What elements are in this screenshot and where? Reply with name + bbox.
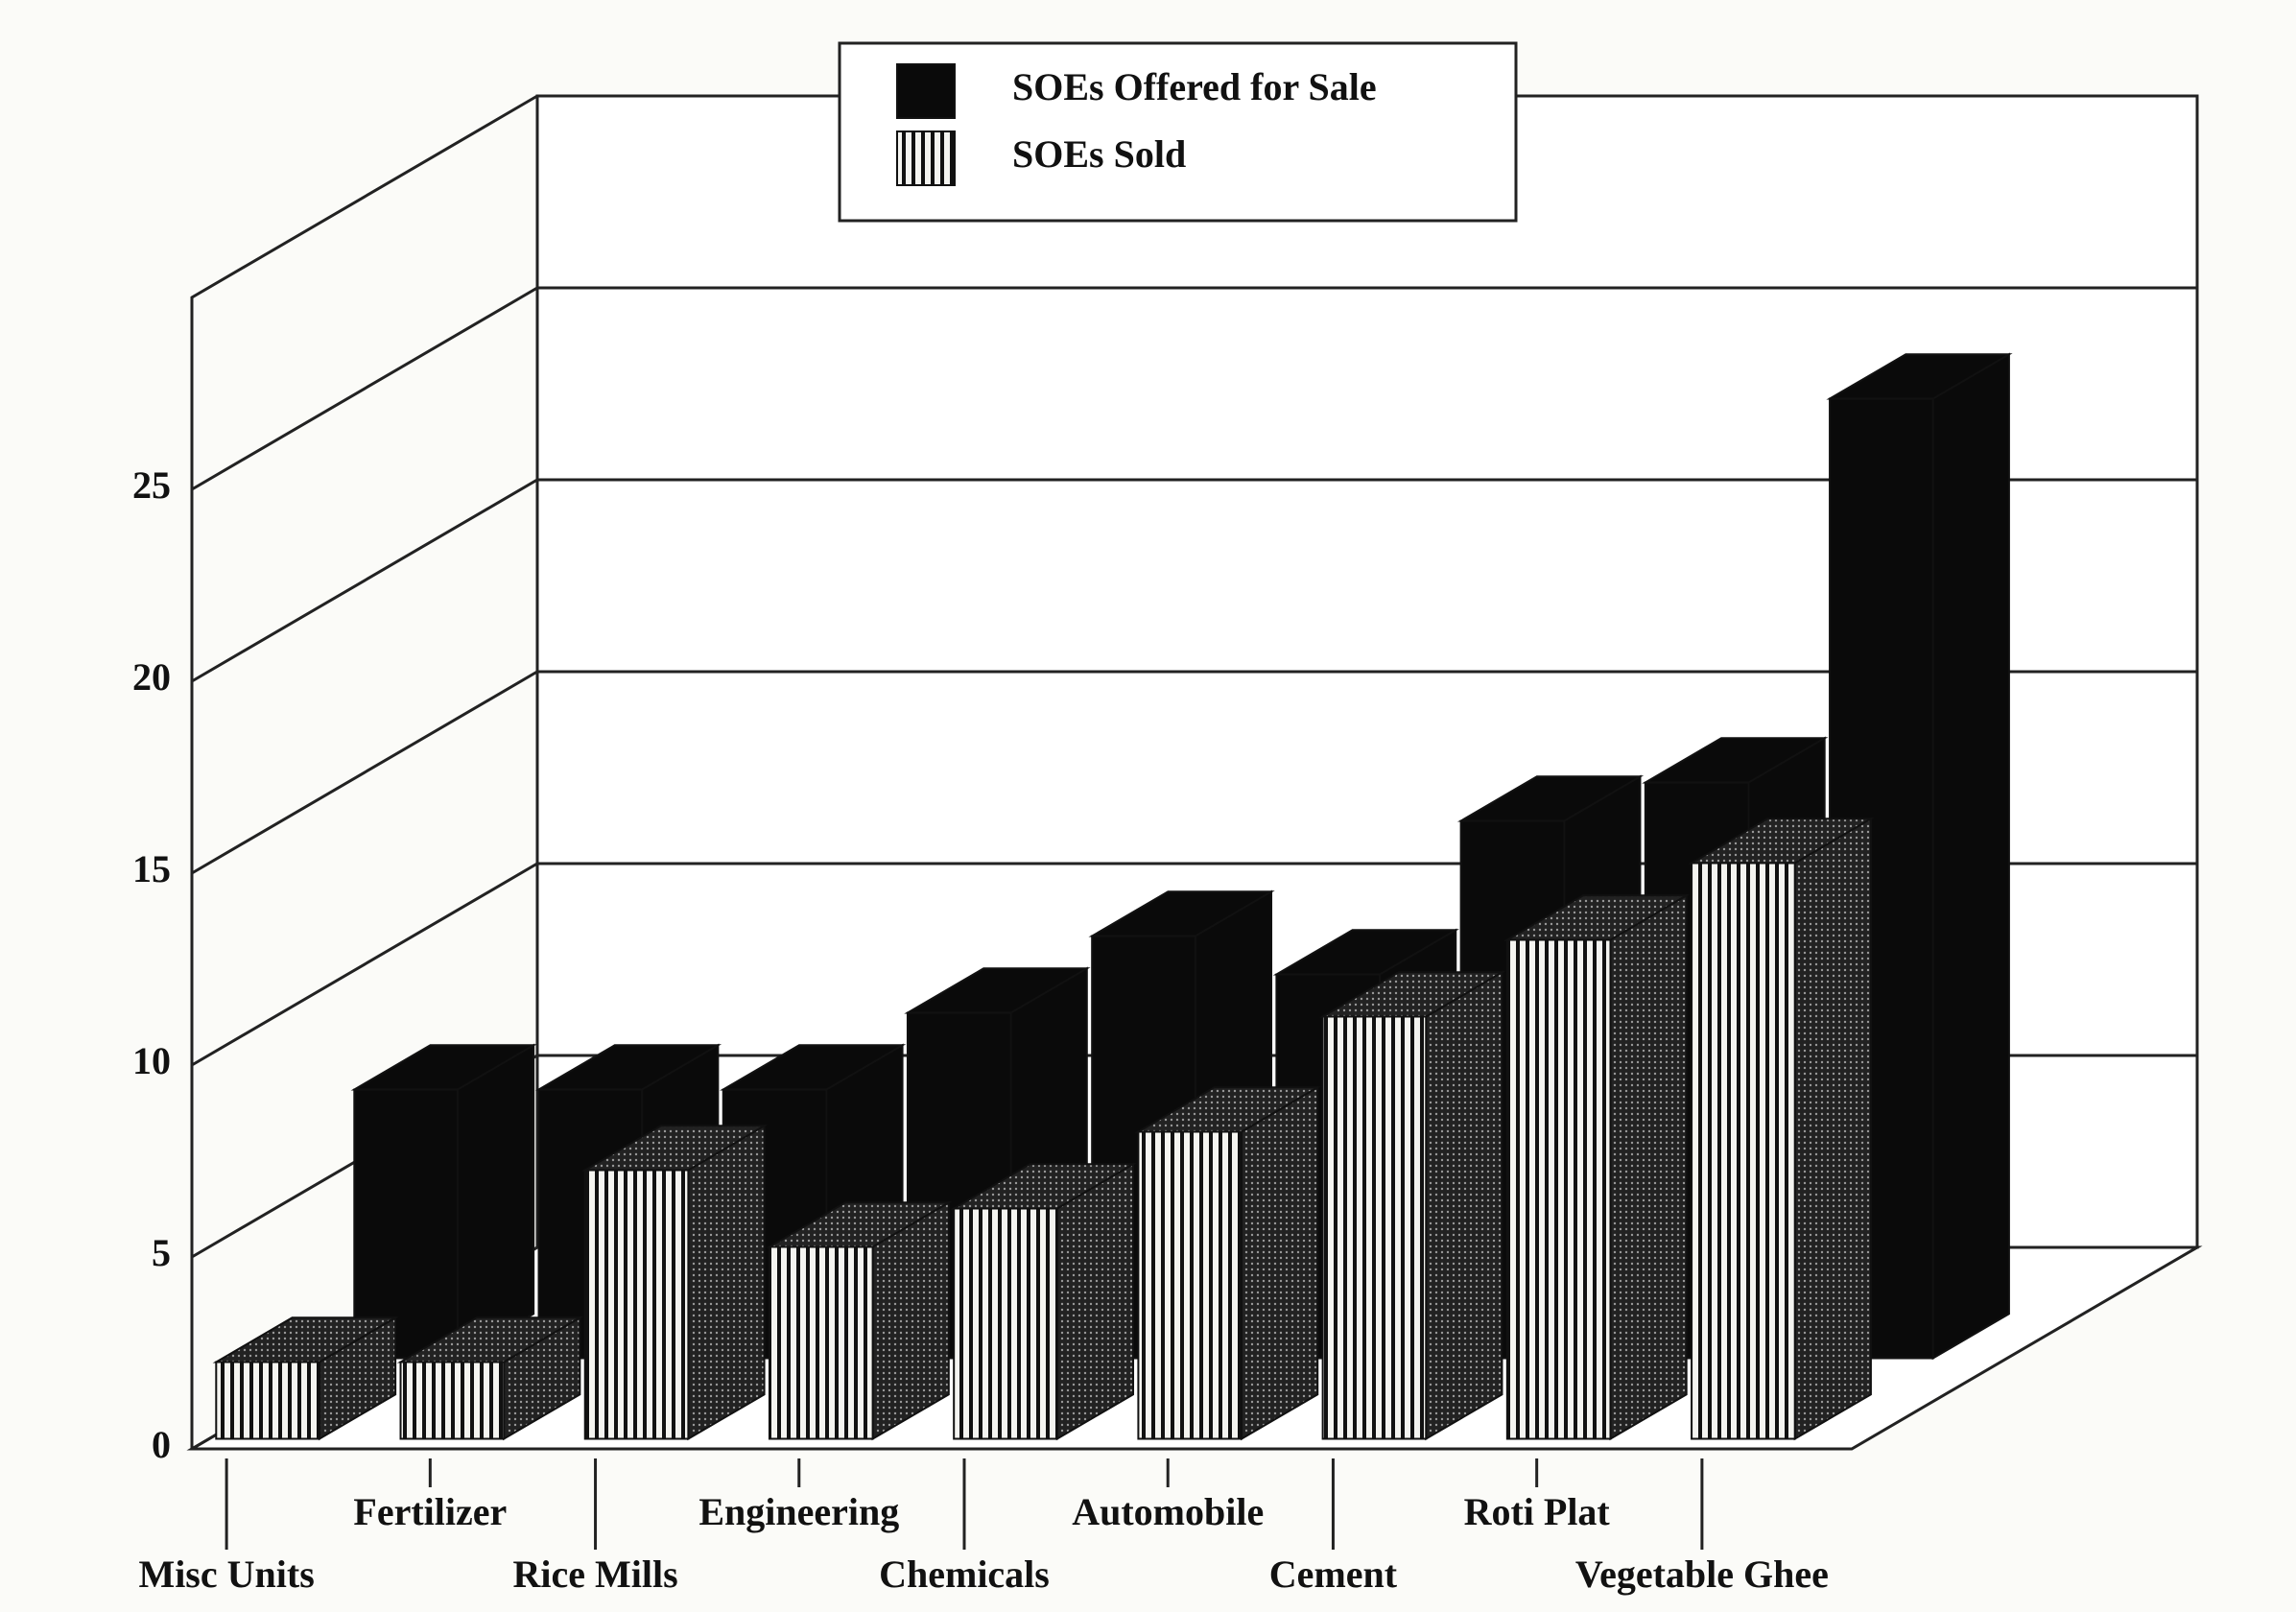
- legend-label: SOEs Offered for Sale: [1012, 65, 1377, 108]
- y-tick-label: 0: [152, 1423, 171, 1466]
- bar-side: [1609, 893, 1688, 1441]
- legend-swatch: [896, 130, 956, 186]
- bar: [399, 1361, 506, 1440]
- grid-line: [191, 670, 2197, 875]
- x-tick-label: Cement: [1269, 1553, 1398, 1596]
- y-tick-label: 15: [132, 847, 171, 890]
- legend-swatch: [896, 63, 956, 119]
- bar-side: [1055, 1162, 1135, 1441]
- grid-line: [191, 862, 2197, 1067]
- bar: [215, 1361, 320, 1440]
- x-tick-label: Vegetable Ghee: [1575, 1553, 1829, 1596]
- bar: [583, 1169, 690, 1440]
- bar-side: [456, 1043, 535, 1361]
- grid-line: [191, 286, 2197, 491]
- bar-side: [1931, 352, 2010, 1361]
- bar-side: [1425, 970, 1503, 1441]
- x-tick-label: Rice Mills: [512, 1553, 677, 1596]
- x-tick-label: Chemicals: [879, 1553, 1050, 1596]
- bar-side: [1793, 817, 1872, 1441]
- bar: [1505, 938, 1612, 1440]
- bar: [1321, 1015, 1428, 1440]
- x-tick-label: Fertilizer: [353, 1490, 507, 1533]
- plot: 0 5 10 15 20 25 SOEs Offered for Sale SOEs Sold…: [132, 41, 2203, 1596]
- y-tick-label: 10: [132, 1039, 171, 1082]
- bar: [953, 1207, 1058, 1440]
- y-tick-label: 25: [132, 463, 171, 507]
- x-tick-label: Automobile: [1072, 1490, 1264, 1533]
- x-tick-label: Misc Units: [138, 1553, 314, 1596]
- bar: [1137, 1130, 1243, 1440]
- y-tick-label: 20: [132, 655, 171, 699]
- x-tick-label: Roti Plat: [1464, 1490, 1611, 1533]
- y-tick-label: 5: [152, 1231, 171, 1274]
- bar: [1691, 862, 1796, 1440]
- bar-side: [687, 1124, 766, 1441]
- legend: SOEs Offered for Sale SOEs Sold: [838, 41, 1518, 223]
- bar-side: [1241, 1085, 1319, 1441]
- legend-label: SOEs Sold: [1012, 132, 1186, 176]
- x-tick-label: Engineering: [698, 1490, 899, 1533]
- bar: [768, 1245, 874, 1440]
- grid-line: [191, 478, 2197, 683]
